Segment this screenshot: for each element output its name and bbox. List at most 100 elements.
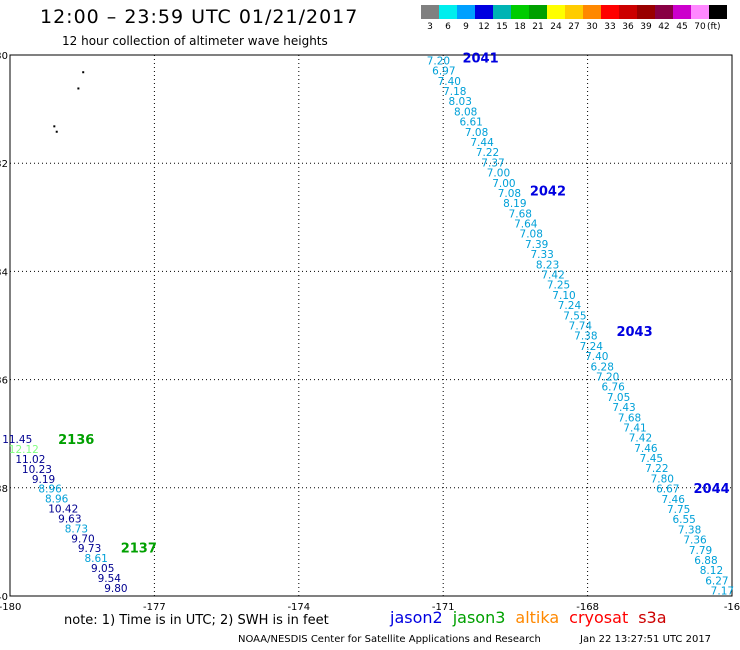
wave-height-value: 7.39 [525, 239, 548, 251]
scale-label: 3 [427, 22, 433, 32]
scale-swatch [529, 5, 547, 19]
pass-time-label: 2043 [616, 325, 652, 340]
wave-height-value: 7.64 [514, 219, 538, 231]
legend-satellite-jason3: jason3 [452, 608, 506, 627]
pass-time-label: 2137 [121, 541, 157, 556]
scale-label: 33 [604, 22, 616, 32]
scale-swatch [583, 5, 601, 19]
wave-height-value: 8.96 [45, 494, 69, 506]
scale-label: 12 [478, 22, 490, 32]
wave-height-value: 7.79 [689, 545, 712, 557]
wave-height-value: 7.55 [563, 310, 586, 322]
legend-satellite-altika: altika [515, 608, 560, 627]
land-dot [55, 130, 58, 133]
scale-swatch [475, 5, 493, 19]
lon-tick-label: -168 [576, 602, 599, 613]
wave-height-value: 6.67 [656, 484, 679, 496]
wave-height-value: 8.19 [503, 198, 526, 210]
lat-tick-label: -30 [0, 51, 8, 62]
wave-height-value: 8.96 [38, 484, 62, 496]
lat-tick-label: -38 [0, 484, 8, 495]
scale-label: 45 [676, 22, 688, 32]
units-note: note: 1) Time is in UTC; 2) SWH is in fe… [64, 613, 329, 628]
wave-height-value: 7.08 [498, 188, 521, 200]
scale-swatch [565, 5, 583, 19]
wave-height-value: 7.68 [509, 208, 532, 220]
wave-height-value: 9.63 [58, 513, 81, 525]
scale-label: 9 [463, 22, 469, 32]
scale-label: 42 [658, 22, 670, 32]
wave-height-value: 9.70 [71, 533, 94, 545]
wave-height-value: 9.73 [78, 543, 101, 555]
scale-unit: (ft) [707, 22, 721, 32]
map-subtitle: 12 hour collection of altimeter wave hei… [62, 34, 328, 48]
pass-time-label: 2042 [530, 184, 566, 199]
scale-swatch [709, 5, 727, 19]
wave-height-value: 7.74 [569, 321, 593, 333]
scale-swatch [691, 5, 709, 19]
land-dot [77, 87, 80, 90]
wave-height-value: 8.61 [84, 553, 107, 565]
wave-height-value: 7.80 [651, 473, 674, 485]
scale-swatch [421, 5, 439, 19]
scale-label: 70 [694, 22, 706, 32]
wave-height-value: 6.76 [601, 382, 625, 394]
satellite-legend: jason2 jason3 altika cryosat s3a [390, 608, 677, 627]
wave-height-value: 9.54 [98, 573, 122, 585]
lon-tick-label: -174 [287, 602, 310, 613]
wave-height-value: 6.88 [694, 555, 717, 567]
scale-swatch [511, 5, 529, 19]
credit-text: NOAA/NESDIS Center for Satellite Applica… [238, 634, 541, 645]
wave-height-value: 6.97 [432, 66, 455, 78]
wave-height-value: 7.00 [487, 168, 510, 180]
wave-height-value: 9.19 [32, 474, 55, 486]
map-title: 12:00 – 23:59 UTC 01/21/2017 [40, 6, 359, 28]
lon-tick-label: -180 [0, 602, 21, 613]
scale-label: 27 [568, 22, 580, 32]
lat-tick-label: -34 [0, 267, 8, 278]
wave-height-value: 7.33 [530, 249, 553, 261]
lat-tick-label: -36 [0, 376, 8, 387]
wave-height-value: 8.73 [65, 523, 88, 535]
wave-height-value: 6.61 [459, 117, 482, 129]
wave-height-value: 7.45 [640, 453, 663, 465]
wave-height-value: 6.27 [705, 575, 728, 587]
wave-height-value: 6.55 [672, 514, 695, 526]
wave-height-value: 7.10 [552, 290, 575, 302]
scale-swatch [493, 5, 511, 19]
scale-label: 39 [640, 22, 652, 32]
wave-height-value: 7.42 [629, 433, 652, 445]
wave-height-value: 9.05 [91, 563, 114, 575]
scale-label: 30 [586, 22, 598, 32]
wave-height-value: 7.08 [465, 127, 488, 139]
wave-height-value: 7.05 [607, 392, 630, 404]
scale-swatch [655, 5, 673, 19]
map-frame [9, 54, 733, 597]
scale-label: 15 [496, 22, 508, 32]
lon-tick-label: -16 [724, 602, 740, 613]
pass-time-label: 2044 [693, 482, 729, 497]
wave-height-value: 8.08 [454, 106, 477, 118]
wave-height-value: 7.17 [711, 586, 734, 598]
scale-label: 36 [622, 22, 634, 32]
wave-height-value: 7.75 [667, 504, 690, 516]
pass-time-label: 2041 [462, 52, 498, 67]
wave-height-value: 7.38 [574, 331, 597, 343]
wave-height-value: 7.42 [541, 270, 564, 282]
wave-height-value: 7.08 [520, 229, 543, 241]
wave-height-value: 7.40 [585, 351, 608, 363]
wave-height-value: 7.46 [634, 443, 658, 455]
scale-swatch [673, 5, 691, 19]
wave-height-value: 11.02 [15, 454, 45, 466]
wave-height-value: 7.20 [596, 371, 619, 383]
wave-height-value: 7.37 [481, 157, 504, 169]
wave-height-value: 7.00 [492, 178, 515, 190]
wave-height-value: 7.20 [427, 55, 450, 67]
wave-height-value: 7.25 [547, 280, 570, 292]
wave-height-value: 7.22 [645, 463, 668, 475]
wave-height-value: 6.28 [591, 361, 614, 373]
legend-satellite-jason2: jason2 [390, 608, 443, 627]
wave-height-value: 7.44 [470, 137, 494, 149]
wave-height-value: 9.80 [104, 583, 127, 595]
